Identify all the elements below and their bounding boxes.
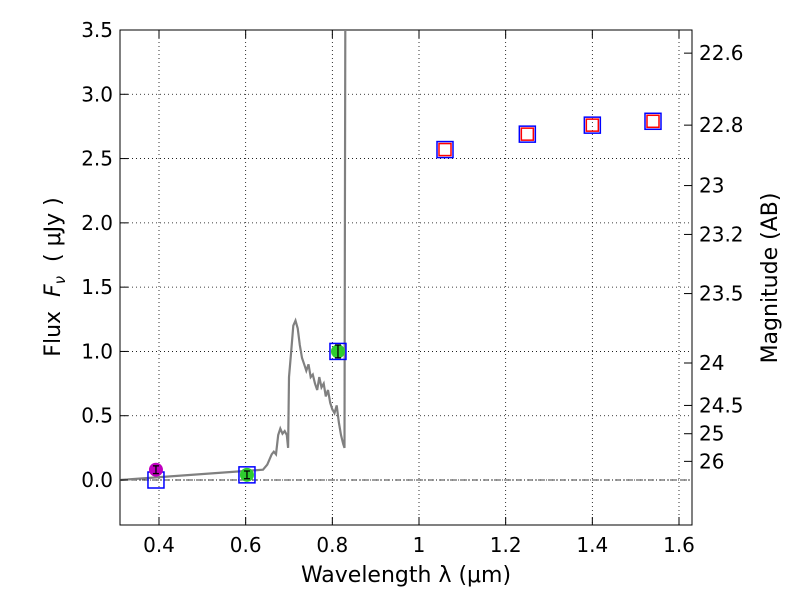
y-axis-ticks: 0.0 0.5 1.0 1.5 2.0 2.5 3.0 3.5 [81,18,128,492]
plot-frame [119,29,693,526]
model-photometry-marker [518,125,537,143]
y-tick-label: 2.5 [81,147,113,171]
upper-limit-marker [585,118,600,132]
right-axis-tick-label: 25 [699,422,724,446]
model-photometry-marker [583,116,602,134]
model-photometry-marker [238,466,256,484]
upper-limit-marker [520,127,535,141]
y-tick-label: 2.0 [81,211,113,235]
y-tick-label: 1.5 [81,275,113,299]
x-axis-ticks: 0.4 0.6 0.8 1 1.2 1.4 1.6 [143,30,695,557]
y-axis-label: Flux Fν ( μJy ) [41,197,69,356]
x-tick-label: 0.4 [143,533,175,557]
model-photometry-marker [644,112,662,131]
grid [120,29,692,525]
right-axis-tick-label: 23 [699,174,724,198]
right-axis-ticks: 22.6 22.8 23 23.2 23.5 24 24.5 25 26 [684,41,744,473]
y-tick-label: 3.5 [81,18,113,42]
x-axis-label: Wavelength λ (μm) [301,563,511,588]
right-axis-tick-label: 23.2 [699,222,744,246]
right-axis-tick-label: 22.6 [699,41,744,65]
right-axis-tick-label: 22.8 [699,113,744,137]
model-photometry-marker [329,342,347,361]
y-tick-label: 0.5 [81,404,113,428]
right-axis-label: Magnitude (AB) [758,193,783,364]
model-photometry-marker [436,140,454,159]
x-tick-label: 0.8 [316,533,348,557]
model-sed-line [120,30,347,482]
upper-limit-marker [646,114,660,129]
right-axis-tick-label: 24 [699,351,724,375]
plot-area [120,30,692,489]
right-axis-tick-label: 23.5 [699,282,744,306]
x-tick-label: 0.6 [230,533,262,557]
right-axis-tick-label: 24.5 [699,393,744,417]
x-tick-label: 1.6 [663,533,695,557]
x-tick-label: 1 [413,533,426,557]
x-tick-label: 1.2 [490,533,522,557]
right-axis-tick-label: 26 [699,449,724,473]
y-tick-label: 1.0 [81,339,113,363]
x-tick-label: 1.4 [576,533,608,557]
upper-limit-marker [438,142,452,157]
y-tick-label: 3.0 [81,82,113,106]
y-tick-label: 0.0 [81,468,113,492]
